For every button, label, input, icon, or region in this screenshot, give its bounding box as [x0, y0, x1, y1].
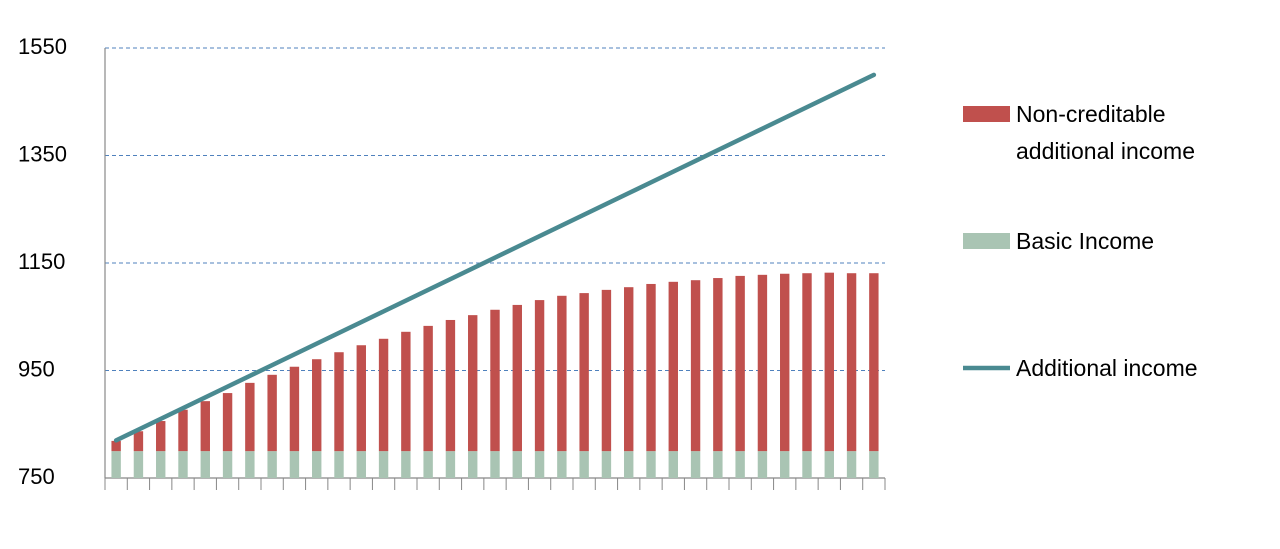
bar-segment	[846, 451, 857, 478]
bar-segment	[289, 366, 300, 452]
bar-segment	[200, 451, 210, 478]
bar-segment	[601, 451, 612, 478]
bar-segment	[624, 287, 634, 452]
bar-segment	[780, 451, 790, 478]
bar-segment	[869, 451, 879, 478]
bar-segment	[579, 293, 589, 452]
bar-segment	[356, 451, 366, 478]
bar-segment	[245, 382, 255, 452]
bar-segment	[267, 451, 277, 478]
bar-segment	[646, 283, 656, 452]
bar-segment	[401, 451, 411, 478]
bar-segment	[646, 451, 656, 478]
bar-segment	[735, 451, 745, 478]
bar-segment	[713, 451, 723, 478]
bar-segment	[401, 331, 411, 452]
bar-segment	[445, 319, 456, 452]
bar-segment	[668, 451, 678, 478]
bar-segment	[222, 451, 233, 478]
bar-segment	[111, 440, 121, 452]
bar-segment	[579, 451, 589, 478]
bar-segment	[512, 304, 522, 452]
bar-segment	[468, 315, 478, 452]
bar-segment	[156, 451, 166, 478]
bar-segment	[490, 451, 500, 478]
bar-segment	[200, 401, 210, 452]
bar-segment	[222, 393, 233, 452]
y-tick-label: 1350	[18, 141, 67, 166]
y-tick-label: 950	[18, 356, 55, 381]
bar-segment	[423, 451, 433, 478]
bar-segment	[601, 289, 612, 452]
bar-segment	[356, 345, 366, 452]
bar-segment	[757, 274, 768, 452]
bar-segment	[312, 359, 322, 452]
y-tick-label: 750	[18, 464, 55, 489]
bar-segment	[468, 451, 478, 478]
bar-segment	[824, 272, 834, 452]
bar-segment	[668, 281, 678, 452]
bar-segment	[378, 451, 389, 478]
bar-segment	[178, 409, 188, 452]
bar-segment	[156, 421, 166, 452]
bar-segment	[534, 300, 545, 452]
bar-segment	[735, 275, 745, 452]
bar-segment	[557, 295, 567, 452]
bar-segment	[378, 338, 389, 452]
bar-segment	[757, 451, 768, 478]
bar-segment	[802, 273, 812, 452]
bar-segment	[780, 273, 790, 452]
bar-segment	[445, 451, 456, 478]
bar-segment	[133, 451, 144, 478]
bar-segment	[512, 451, 522, 478]
bar-segment	[178, 451, 188, 478]
line-series	[113, 72, 877, 443]
legend-label: Additional income	[1016, 355, 1198, 381]
bar-segment	[334, 352, 344, 452]
bar-segment	[557, 451, 567, 478]
bar-segment	[267, 374, 277, 452]
bar-segment	[624, 451, 634, 478]
bar-segment	[289, 451, 300, 478]
legend-swatch	[963, 233, 1010, 249]
bar-segment	[423, 325, 433, 452]
bar-segment	[111, 451, 121, 478]
legend-label: Basic Income	[1016, 228, 1155, 254]
bar-segment	[334, 451, 344, 478]
bar-segment	[690, 280, 701, 452]
y-tick-label: 1150	[18, 249, 65, 274]
bar-segment	[713, 278, 723, 452]
bar-segment	[846, 273, 857, 452]
bar-segment	[312, 451, 322, 478]
bar-segment	[490, 309, 500, 452]
bar-segment	[869, 273, 879, 452]
bar-segment	[245, 451, 255, 478]
y-tick-label: 1550	[18, 34, 67, 59]
bar-segment	[534, 451, 545, 478]
bar-segment	[690, 451, 701, 478]
legend-label: Non-creditable additional income	[1016, 101, 1196, 164]
bar-segment	[824, 451, 834, 478]
bar-segment	[133, 431, 144, 452]
legend-swatch	[963, 106, 1010, 122]
bar-segment	[802, 451, 812, 478]
